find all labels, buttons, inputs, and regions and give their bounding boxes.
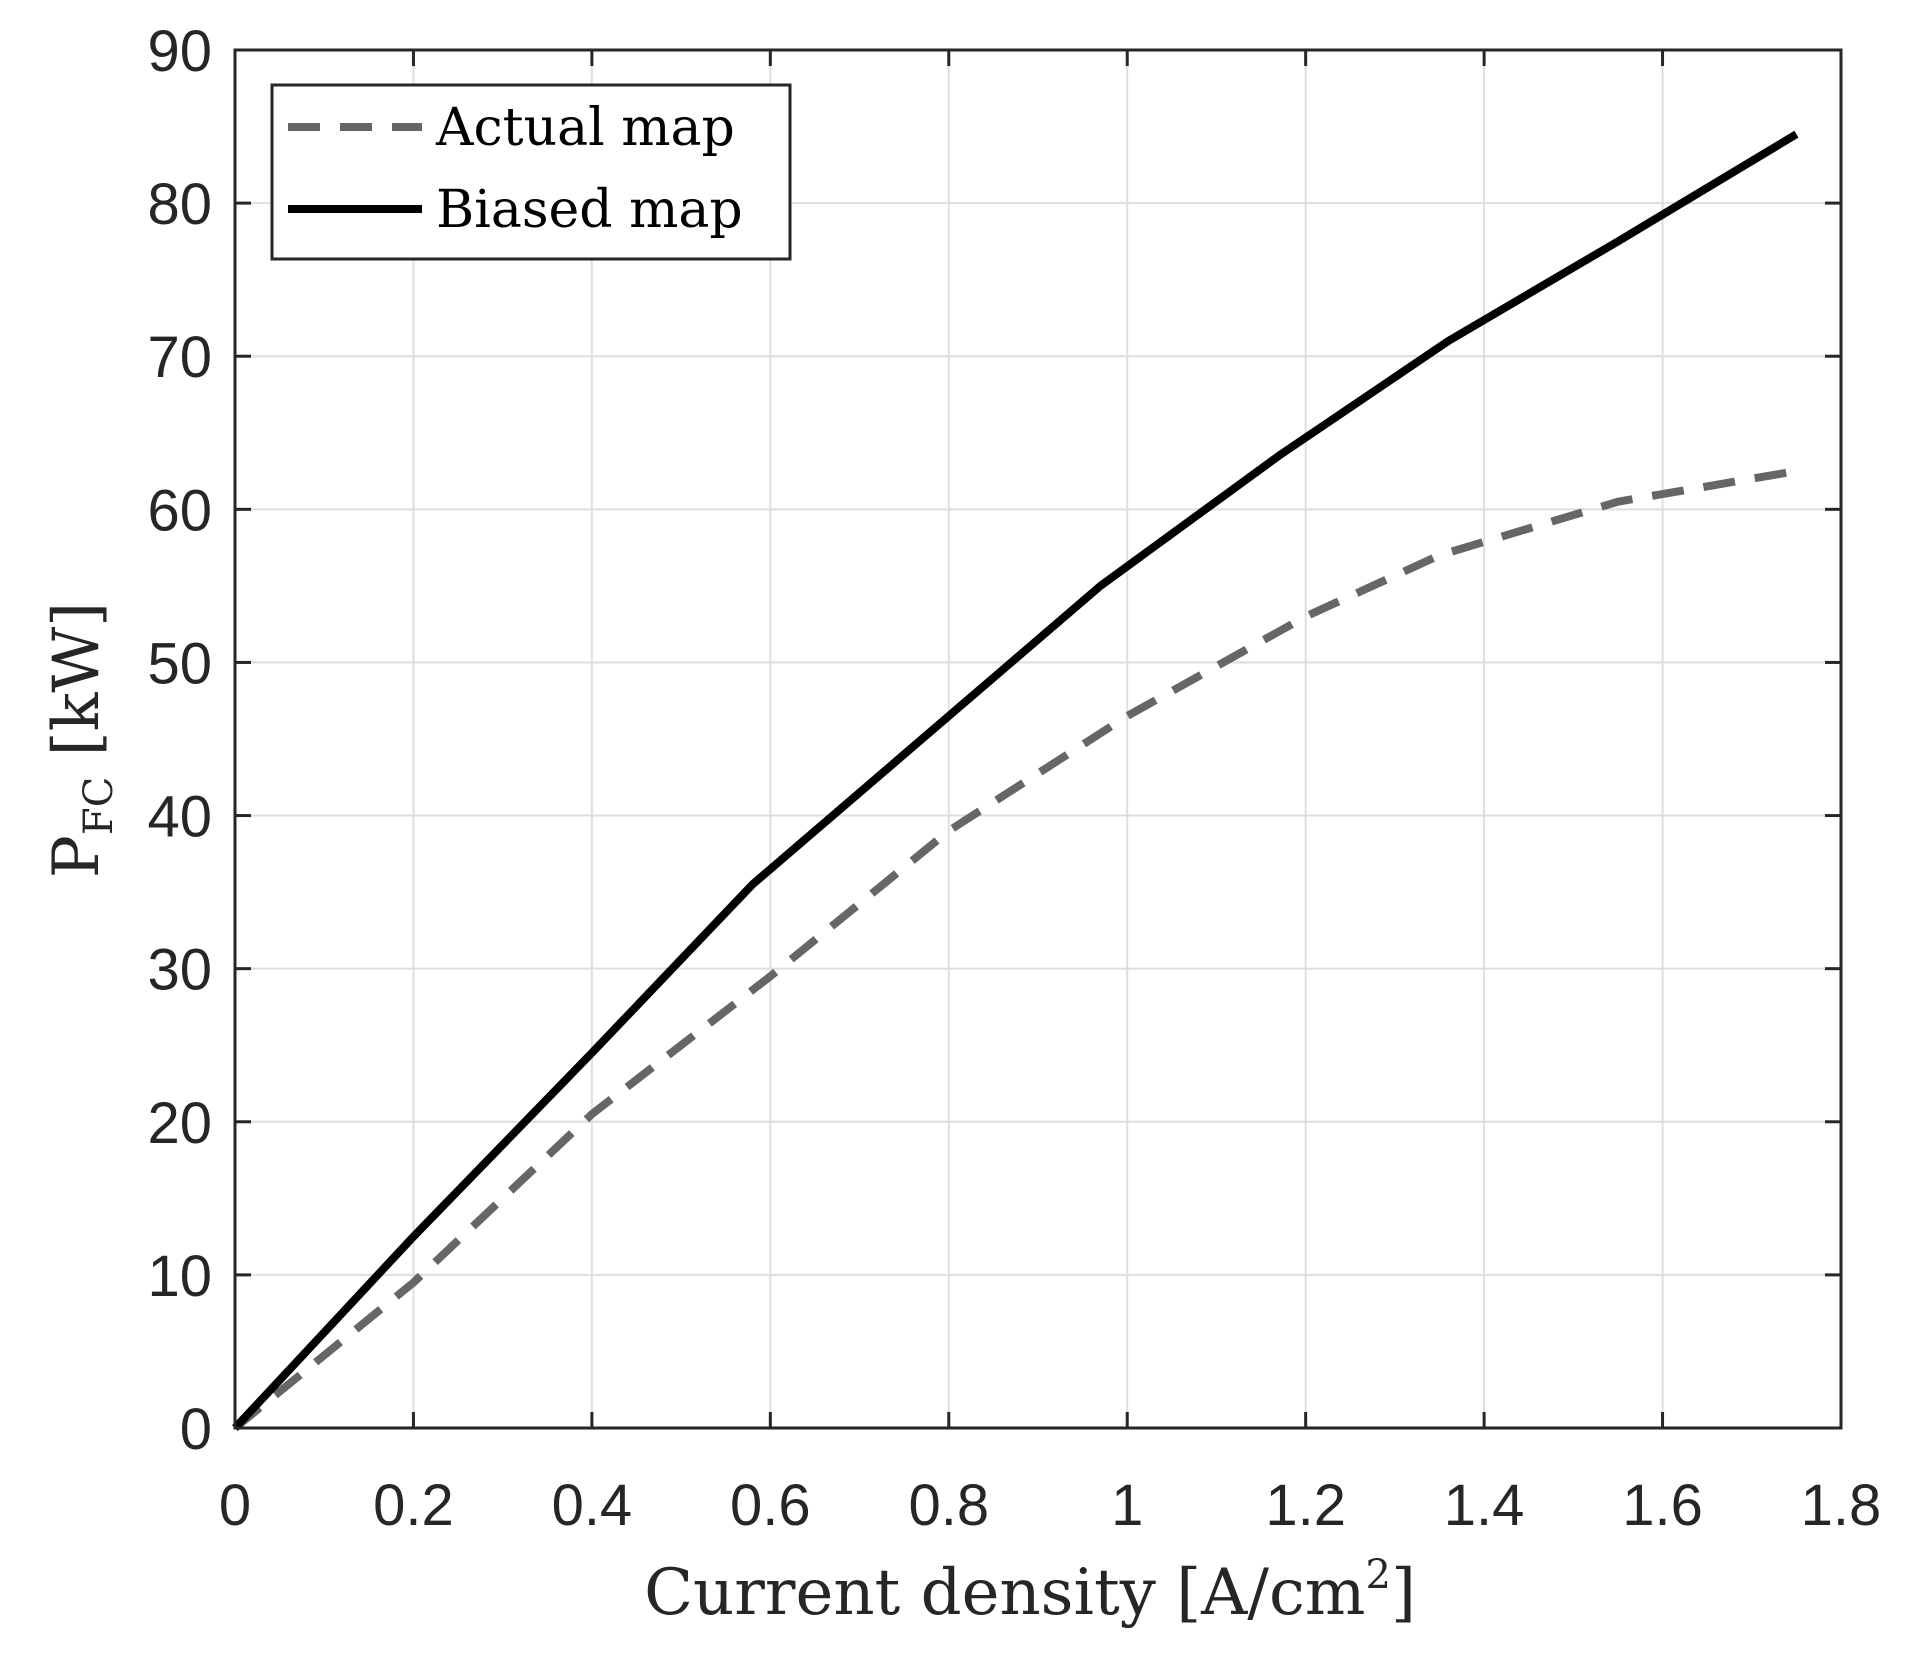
x-tick-label: 0.8 [908, 1473, 989, 1538]
y-tick-label: 40 [147, 785, 212, 850]
series-line-biased-map [232, 130, 1799, 1431]
y-tick-label: 90 [147, 19, 212, 84]
legend-box [270, 83, 792, 261]
x-tick-label: 0.4 [552, 1473, 633, 1538]
x-tick-label: 1.8 [1801, 1473, 1882, 1538]
x-tick-label: 1.4 [1444, 1473, 1525, 1538]
y-tick-label: 70 [147, 325, 212, 390]
x-tick-label: 1 [1111, 1473, 1143, 1538]
x-axis-title-main: Current density [A/cm [644, 1556, 1365, 1630]
x-tick-label: 1.6 [1622, 1473, 1703, 1538]
x-axis-title-close: ] [1391, 1556, 1416, 1630]
legend-label: Biased map [436, 180, 743, 240]
x-tick-label: 1.2 [1265, 1473, 1346, 1538]
y-tick-label: 30 [147, 938, 212, 1003]
y-axis-title: PFC [kW] [40, 602, 122, 878]
x-tick-label: 0 [219, 1473, 251, 1538]
plot-frame [233, 48, 1843, 1430]
series-layer [232, 130, 1799, 1432]
y-tick-label: 80 [147, 172, 212, 237]
y-tick-label: 60 [147, 478, 212, 543]
ticks [233, 48, 1843, 1430]
x-axis-title: Current density [A/cm2] [644, 1552, 1416, 1630]
tick-labels: 0 0.2 0.4 0.6 0.8 1 1.2 1.4 1.6 1.8 0 10 20 30 40 50 60 7… [147, 19, 1881, 1538]
y-axis-title-unit: [kW] [40, 602, 114, 777]
x-tick-label: 0.2 [373, 1473, 454, 1538]
y-axis-title-main: P [40, 835, 114, 878]
series-line-actual-map [232, 467, 1798, 1432]
x-axis-title-superscript: 2 [1365, 1552, 1390, 1598]
legend-label: Actual map [435, 98, 735, 158]
y-tick-label: 20 [147, 1091, 212, 1156]
y-tick-label: 0 [180, 1397, 212, 1462]
y-tick-label: 10 [147, 1244, 212, 1309]
y-axis-title-subscript: FC [76, 777, 122, 835]
x-tick-label: 0.6 [730, 1473, 811, 1538]
legend: Actual map Biased map [270, 83, 792, 261]
y-tick-label: 50 [147, 631, 212, 696]
